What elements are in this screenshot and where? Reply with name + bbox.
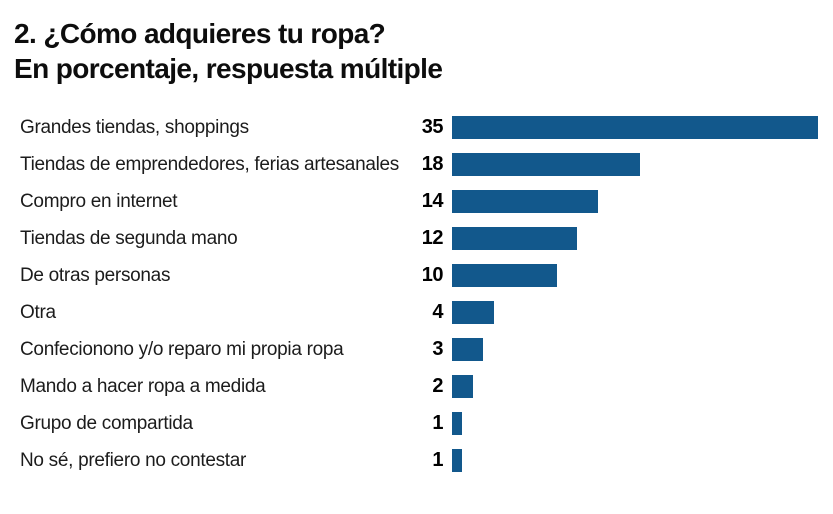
value-label: 1 [432,449,443,471]
category-label: Otra [20,301,56,323]
bar-row: Grupo de compartida 1 [0,405,833,442]
value-label: 4 [432,301,443,323]
bar [452,375,473,398]
category-label: Tiendas de emprendedores, ferias artesan… [20,153,399,175]
bar [452,412,463,435]
bar-row: No sé, prefiero no contestar 1 [0,442,833,479]
bar-row: Tiendas de emprendedores, ferias artesan… [0,146,833,183]
category-label: No sé, prefiero no contestar [20,449,247,471]
bar-row: Tiendas de segunda mano 12 [0,220,833,257]
chart-header: 2. ¿Cómo adquieres tu ropa? En porcentaj… [0,0,833,86]
bar-row: De otras personas 10 [0,257,833,294]
bar [452,338,484,361]
bar-row: Compro en internet 14 [0,183,833,220]
bar [452,301,494,324]
bar [452,449,463,472]
category-label: Confecionono y/o reparo mi propia ropa [20,338,344,360]
chart-title: 2. ¿Cómo adquieres tu ropa? [14,18,386,49]
value-label: 12 [421,227,444,249]
category-label: Tiendas de segunda mano [20,227,238,249]
value-label: 35 [421,116,444,138]
bar [452,190,599,213]
bar [452,116,818,139]
category-label: Grupo de compartida [20,412,193,434]
bar [452,153,641,176]
bar-row: Confecionono y/o reparo mi propia ropa 3 [0,331,833,368]
bar-row: Otra 4 [0,294,833,331]
value-label: 1 [432,412,443,434]
value-label: 10 [421,264,444,286]
chart-subtitle: En porcentaje, respuesta múltiple [14,53,443,84]
bar-chart-rows: Grandes tiendas, shoppings 35 Tiendas de… [0,109,833,479]
value-label: 3 [432,338,443,360]
bar-row: Mando a hacer ropa a medida 2 [0,368,833,405]
value-label: 18 [421,153,444,175]
bar [452,227,578,250]
value-label: 2 [432,375,443,397]
bar-row: Grandes tiendas, shoppings 35 [0,109,833,146]
bar [452,264,557,287]
category-label: Grandes tiendas, shoppings [20,116,249,138]
category-label: De otras personas [20,264,171,286]
value-label: 14 [421,190,444,212]
category-label: Mando a hacer ropa a medida [20,375,266,397]
category-label: Compro en internet [20,190,178,212]
